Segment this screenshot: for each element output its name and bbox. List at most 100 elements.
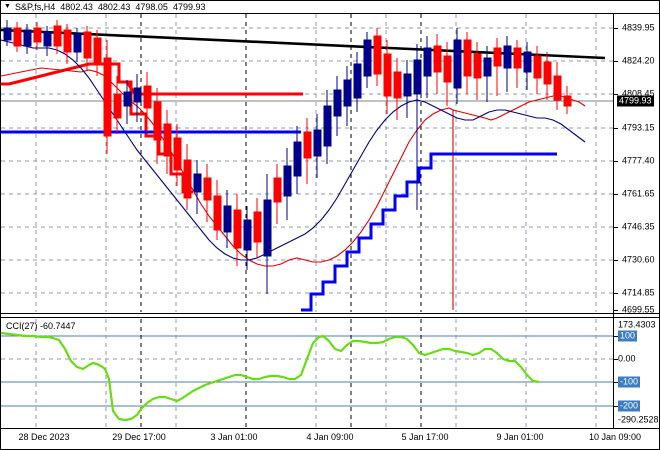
cci-indicator-pane[interactable] — [1, 319, 613, 427]
candle — [563, 86, 572, 114]
candle — [113, 76, 122, 134]
candle — [383, 40, 392, 114]
candle — [323, 90, 332, 164]
candle — [403, 60, 412, 118]
step-resistance-line-2 — [119, 80, 193, 194]
candle — [143, 72, 152, 132]
candle — [213, 180, 222, 240]
price-axis[interactable]: 4839.95 4824.20 4808.45 4793.15 4777.40 … — [613, 14, 659, 314]
candle — [413, 44, 422, 210]
candle — [223, 190, 232, 248]
axis-divider — [613, 13, 614, 428]
candle — [343, 66, 352, 126]
candle — [393, 58, 402, 120]
candle — [523, 42, 532, 90]
candle — [353, 52, 362, 112]
candle — [83, 26, 92, 70]
candle — [93, 30, 102, 76]
price-axis-label: 4777.40 — [622, 155, 655, 166]
candle — [53, 20, 62, 54]
chart-header: ▼ S&P,fs,H4 4802.43 4802.43 4798.05 4799… — [0, 0, 660, 13]
candle — [513, 40, 522, 88]
ohlc-open: 4802.43 — [60, 1, 93, 12]
ohlc-low: 4798.05 — [135, 1, 168, 12]
time-axis-label: 4 Jan 09:00 — [306, 432, 354, 442]
ma-fast-line — [1, 39, 586, 261]
candle — [133, 74, 142, 122]
cci-series — [1, 331, 540, 422]
time-axis-label: 9 Jan 01:00 — [496, 432, 544, 442]
chevron-down-icon[interactable]: ▼ — [4, 3, 11, 10]
candle — [363, 32, 372, 88]
candle — [153, 88, 162, 164]
pane-separator-bottom — [0, 317, 660, 318]
candle — [73, 28, 82, 62]
price-axis-label: 4839.95 — [622, 22, 655, 33]
time-axis-label: 3 Jan 01:00 — [210, 432, 258, 442]
time-axis-label: 29 Dec 17:00 — [112, 432, 166, 442]
candle — [193, 160, 202, 214]
ohlc-high: 4802.43 — [97, 1, 131, 12]
candle — [493, 38, 502, 96]
time-axis-label: 28 Dec 2023 — [18, 432, 70, 442]
cci-level-label-zero: 0.00 — [618, 353, 636, 364]
candle — [3, 20, 12, 46]
cci-axis-bottom-label: -290.2528 — [618, 414, 659, 425]
current-price-badge: 4799.93 — [617, 95, 654, 107]
candle — [303, 118, 312, 184]
pane-separator-top — [0, 313, 660, 314]
price-axis-label: 4808.45 — [622, 88, 655, 99]
candle — [463, 32, 472, 94]
candle — [103, 40, 112, 154]
candle — [233, 194, 242, 266]
time-axis-label: 10 Jan 09:00 — [588, 432, 642, 442]
candle — [123, 80, 132, 124]
candle — [183, 144, 192, 210]
candle — [533, 46, 542, 94]
price-axis-label: 4761.65 — [622, 188, 655, 199]
cci-level-badge-minus100: -100 — [618, 376, 641, 388]
price-axis-label: 4793.15 — [622, 122, 655, 133]
candlestick-series — [3, 20, 572, 294]
price-axis-label: 4730.60 — [622, 254, 655, 265]
symbol-label: S&P,fs,H4 — [14, 1, 56, 12]
candle — [443, 42, 452, 106]
cci-axis[interactable]: 173.4303 100 0.00 -100 -200 -290.2528 — [613, 319, 659, 427]
candle — [423, 36, 432, 98]
candle — [13, 22, 22, 52]
price-axis-label: 4714.85 — [622, 287, 655, 298]
candle — [33, 22, 42, 50]
candle — [203, 164, 212, 222]
candle — [273, 164, 282, 224]
header-separator — [0, 13, 660, 14]
xaxis-separator — [0, 428, 660, 429]
candle — [293, 126, 302, 194]
candle — [333, 76, 342, 136]
cci-level-badge-minus200: -200 — [618, 400, 641, 412]
candle — [263, 174, 272, 294]
cci-level-badge-100: 100 — [618, 330, 638, 342]
candle — [243, 206, 252, 270]
candle — [553, 62, 562, 110]
cci-axis-top-label: 173.4303 — [618, 319, 656, 330]
candle — [283, 148, 292, 220]
step-support-line-2 — [301, 152, 557, 312]
price-chart-pane[interactable] — [1, 14, 613, 312]
candle — [473, 42, 482, 100]
candle — [453, 28, 462, 104]
candle — [313, 114, 322, 178]
candle — [253, 198, 262, 258]
time-axis[interactable]: 28 Dec 2023 29 Dec 17:00 3 Jan 01:00 4 J… — [0, 429, 660, 449]
candle — [23, 24, 32, 54]
candle — [433, 34, 442, 94]
price-axis-label: 4746.35 — [622, 221, 655, 232]
ohlc-close: 4799.93 — [172, 1, 206, 12]
price-axis-label: 4824.20 — [622, 55, 655, 66]
candle — [483, 46, 492, 102]
candle — [163, 110, 172, 174]
candle — [543, 52, 552, 100]
cci-indicator-label: CCI(27) -60.7447 — [6, 321, 76, 331]
candle — [63, 24, 72, 64]
